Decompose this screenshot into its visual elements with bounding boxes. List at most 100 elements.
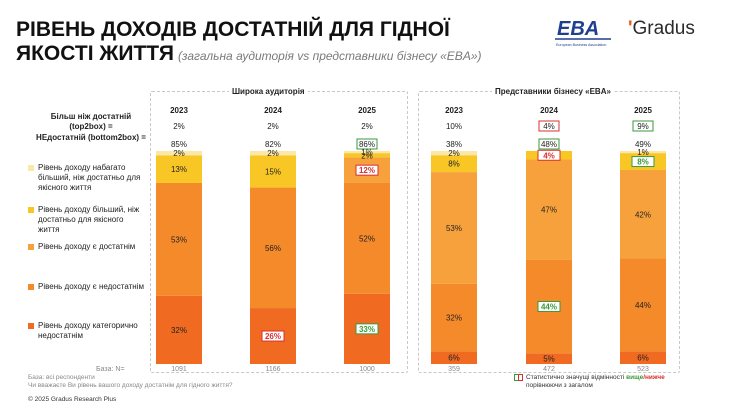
bottom2box-value-general-2023: 85% [171,140,187,149]
bottom2box-value-general-2025: 86% [359,140,375,149]
row-label-enough: Рівень доходу є достатнім [28,242,146,252]
row-label-much-more: Рівень доходу набагато більший, ніж дост… [28,163,146,193]
bar-eba-2023-more [431,155,477,173]
data-label-general-2025-categorically: 33% [359,325,375,334]
seg-sig-box-general-2024-categorically [261,330,285,342]
eba-logo-text: EBA [557,18,599,40]
data-label-general-2023-much-more: 2% [173,149,185,158]
footer-question: Чи вважаєте Ви рівень вашого доходу дост… [28,382,233,389]
legend-text-a: Статистично значущі відмінності [526,374,625,381]
row-swatch-categorically [28,323,34,329]
base-value-general-2024: 1166 [265,366,280,373]
year-label-general-2025: 2025 [358,106,376,115]
base-value-general-2025: 1000 [359,366,375,373]
gradus-logo-mark: ' [628,18,633,39]
bar-general-2024-much-more [250,151,296,156]
top2box-sig-box-eba-2025 [632,120,654,132]
title-line-1: РІВЕНЬ ДОХОДІВ ДОСТАТНІЙ ДЛЯ ГІДНОЇ [16,18,450,41]
data-label-eba-2024-categorically: 5% [543,355,555,364]
bar-eba-2025-not-enough [620,258,666,352]
bar-eba-2025-much-more [620,151,666,154]
bottom2box-sig-box-general-2025 [356,138,378,150]
data-label-eba-2025-categorically: 6% [637,354,649,363]
data-label-eba-2023-not-enough: 32% [446,314,462,323]
eba-logo-tagline: European Business Association [556,43,606,47]
top2box-value-general-2024: 2% [267,122,279,131]
row-label-more-text: Рівень доходу більший, ніж достатньо для… [38,205,140,234]
bar-general-2023-not-enough [156,182,202,296]
bottom2box-value-eba-2024: 48% [541,140,557,149]
data-label-eba-2025-not-enough: 44% [635,301,651,310]
year-label-general-2023: 2023 [170,106,188,115]
seg-sig-box-eba-2025-more [631,156,655,168]
data-label-general-2024-not-enough: 56% [265,244,281,253]
legend-text-b: порівнюючи з загалом [526,382,593,389]
panel-eba-title: Представники бізнесу «EBA» [492,87,614,96]
base-value-eba-2024: 472 [543,366,555,373]
bar-general-2023-categorically [156,295,202,364]
title-subtitle: (загальна аудиторія vs представники бізн… [177,49,482,63]
row-label-categorically-text: Рівень доходу категорично недостатнім [38,321,138,340]
title-line-2: ЯКОСТІ ЖИТТЯ (загальна аудиторія vs предс… [16,42,482,68]
base-label: База: N= [96,366,125,373]
legend-higher: вище [626,374,644,381]
panel-general-title: Широка аудиторія [229,87,308,96]
row-label-more: Рівень доходу більший, ніж достатньо для… [28,205,146,235]
data-label-eba-2023-more: 8% [448,160,460,169]
row-label-not-enough: Рівень доходу є недостатнім [28,282,146,292]
year-label-eba-2024: 2024 [540,106,558,115]
data-label-eba-2024-enough: 47% [541,206,557,215]
top2box-value-eba-2024: 4% [543,122,555,131]
data-label-general-2025-not-enough: 52% [359,234,375,243]
bar-eba-2023-categorically [431,351,477,364]
bar-eba-2025-categorically [620,351,666,364]
bar-general-2023-more [156,155,202,183]
bar-eba-2023-not-enough [431,283,477,352]
seg-sig-box-eba-2024-not-enough [537,300,561,312]
data-label-general-2024-more: 15% [265,167,281,176]
data-label-general-2025-much-more: 1% [361,148,373,157]
title-line-2-text: ЯКОСТІ ЖИТТЯ [16,42,174,65]
bar-eba-2023-enough [431,172,477,284]
top2box-value-eba-2023: 10% [446,122,462,131]
legend-lower: нижче [645,374,665,381]
gradus-logo: 'Gradus [628,18,695,40]
data-label-general-2024-much-more: 2% [267,149,279,158]
top2box-value-general-2023: 2% [173,122,185,131]
bar-eba-2024-categorically [526,353,572,364]
bar-eba-2023-much-more [431,151,477,156]
data-label-eba-2023-enough: 53% [446,224,462,233]
bottom2box-value-eba-2023: 38% [446,140,462,149]
copyright: © 2025 Gradus Research Plus [28,396,117,403]
bottom2box-value-eba-2025: 49% [635,140,651,149]
data-label-eba-2024-more: 4% [543,151,555,160]
data-label-eba-2025-enough: 42% [635,210,651,219]
data-label-eba-2023-categorically: 6% [448,354,460,363]
row-swatch-enough [28,244,34,250]
bottom2box-sig-box-eba-2024 [538,138,560,150]
bar-eba-2025-enough [620,169,666,259]
bar-general-2023-much-more [156,151,202,156]
bar-general-2024-more [250,155,296,188]
year-label-general-2024: 2024 [264,106,282,115]
top2box-header: Більш ніж достатній (top2box) = [50,112,132,131]
top2box-value-general-2025: 2% [361,122,373,131]
row-swatch-much-more [28,165,34,171]
legend-sep: / [643,374,645,381]
data-label-eba-2024-not-enough: 44% [541,302,557,311]
row-label-categorically: Рівень доходу категорично недостатнім [28,321,146,341]
seg-sig-box-general-2025-categorically [355,323,379,335]
seg-sig-box-eba-2024-more [537,149,561,161]
row-swatch-more [28,207,34,213]
base-value-eba-2023: 359 [448,366,460,373]
row-swatch-not-enough [28,284,34,290]
bottom2box-header: НЕдостатній (bottom2box) = [36,133,146,142]
data-label-general-2024-categorically: 26% [265,332,281,341]
year-label-eba-2025: 2025 [634,106,652,115]
data-label-eba-2023-much-more: 2% [448,149,460,158]
base-value-eba-2025: 523 [637,366,649,373]
top2box-sig-box-eba-2024 [538,120,560,132]
significance-legend: Статистично значущі відмінності вище/ниж… [514,374,665,390]
bar-general-2024-not-enough [250,187,296,309]
